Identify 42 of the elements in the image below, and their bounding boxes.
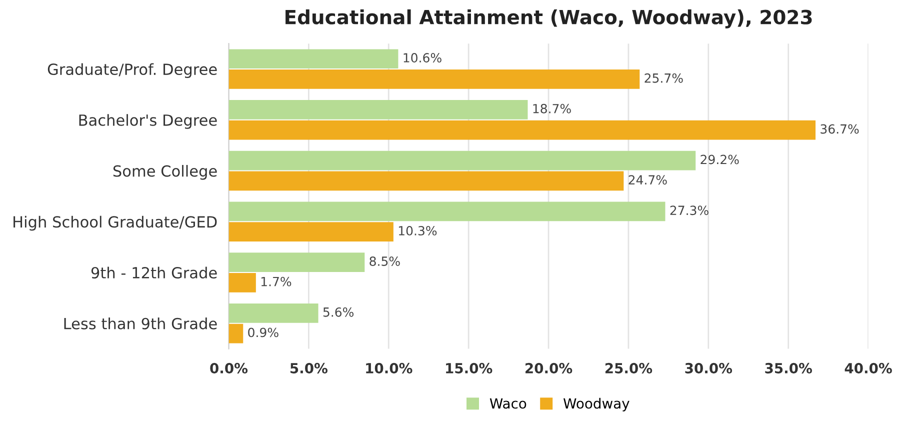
y-tick-label: Bachelor's Degree: [79, 114, 217, 129]
x-tick-label: 10.0%: [366, 362, 412, 374]
x-tick-label: 20.0%: [526, 362, 572, 374]
y-tick-label: Graduate/Prof. Degree: [48, 63, 217, 78]
chart-title: Educational Attainment (Waco, Woodway), 2023: [286, 9, 812, 28]
bar: [228, 70, 640, 89]
bar: [228, 150, 696, 170]
y-tick-label: Less than 9th Grade: [64, 318, 217, 330]
data-label: 24.7%: [628, 175, 667, 185]
data-label: 8.5%: [370, 256, 400, 266]
data-label: 25.7%: [644, 73, 683, 83]
y-tick-label: High School Graduate/GED: [14, 216, 217, 231]
legend-label: Waco: [490, 398, 526, 409]
y-tick-label: Some College: [113, 164, 217, 180]
bar: [228, 171, 624, 191]
x-tick-label: 5.0%: [290, 362, 328, 374]
bar: [228, 304, 318, 323]
bar: [228, 100, 528, 120]
bar: [228, 222, 394, 242]
bar: [228, 120, 816, 140]
data-label: 10.3%: [398, 226, 437, 236]
data-label: 18.7%: [533, 104, 571, 114]
bar: [228, 324, 244, 344]
x-tick-label: 25.0%: [605, 362, 652, 374]
bar: [228, 252, 365, 272]
y-tick-label: 9th - 12th Grade: [91, 266, 217, 279]
bar: [228, 49, 398, 69]
bar: [228, 273, 256, 292]
data-label: 29.2%: [700, 154, 739, 164]
x-tick-label: 0.0%: [210, 362, 248, 374]
data-label: 10.6%: [404, 53, 442, 62]
data-label: 1.7%: [261, 276, 292, 286]
data-label: 36.7%: [820, 124, 859, 134]
data-label: 5.6%: [323, 307, 354, 317]
x-tick-label: 30.0%: [685, 362, 732, 374]
bar: [228, 202, 666, 222]
legend-label: Woodway: [563, 398, 630, 412]
x-tick-label: 40.0%: [844, 362, 892, 374]
data-label: 0.9%: [248, 328, 278, 338]
x-tick-label: 15.0%: [446, 362, 492, 374]
data-label: 27.3%: [670, 206, 708, 216]
x-tick-label: 35.0%: [765, 362, 812, 374]
